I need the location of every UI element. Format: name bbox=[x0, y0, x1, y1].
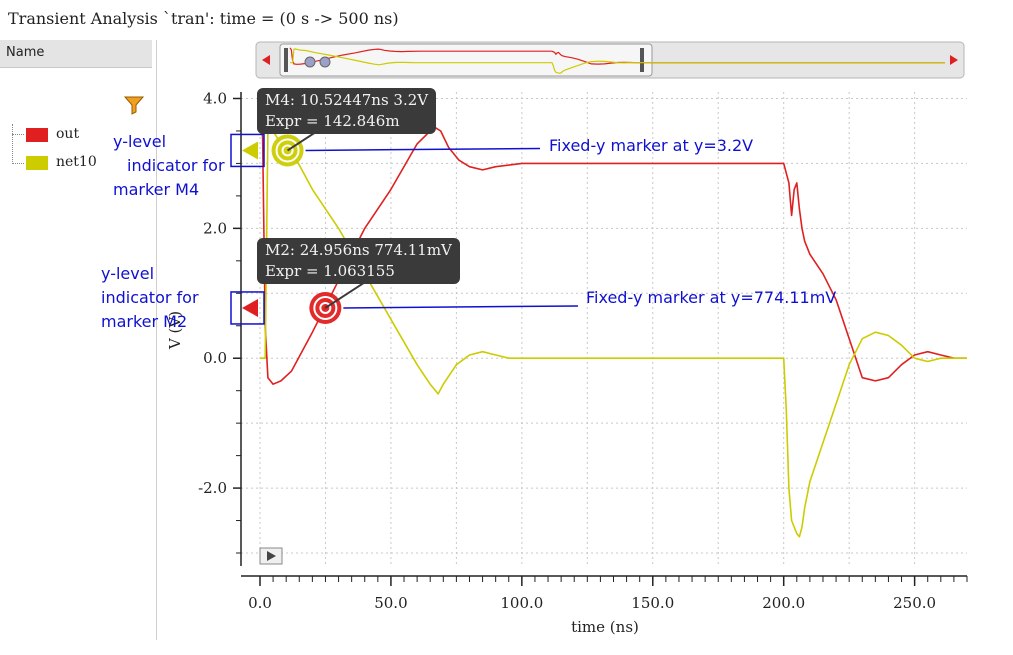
y-tick-label: 0.0 bbox=[203, 349, 227, 367]
marker-m2-tooltip[interactable]: M2: 24.956ns 774.11mV Expr = 1.063155 bbox=[257, 238, 460, 284]
series-line-out bbox=[259, 104, 967, 386]
marker-m4-expr: Expr = 142.846m bbox=[265, 112, 400, 130]
indicator-highlight-box bbox=[230, 133, 265, 168]
legend-tree-branch bbox=[12, 134, 24, 135]
overview-window[interactable] bbox=[279, 43, 653, 77]
annotation-indicator-m2-line1: y-level bbox=[101, 264, 155, 283]
overview-strip[interactable] bbox=[255, 41, 965, 79]
legend-tree-line bbox=[12, 124, 13, 164]
marker-m4-tooltip[interactable]: M4: 10.52447ns 3.2V Expr = 142.846m bbox=[257, 88, 437, 134]
x-tick-label: 0.0 bbox=[248, 594, 272, 612]
marker-m2-expr: Expr = 1.063155 bbox=[265, 262, 395, 280]
annotation-indicator-m4-line3: marker M4 bbox=[113, 180, 200, 199]
annotation-indicator-m4-line1: y-level bbox=[113, 132, 167, 151]
scroll-right-arrow-icon[interactable] bbox=[950, 55, 958, 65]
marker-target-ring bbox=[275, 138, 300, 163]
annotation-fixed-y-m2: Fixed-y marker at y=774.11mV bbox=[586, 288, 837, 307]
y-tick-label: 4.0 bbox=[203, 89, 227, 107]
overview-left-handle[interactable] bbox=[284, 48, 288, 72]
annotation-leader-line bbox=[343, 305, 579, 309]
marker-target-ring bbox=[313, 295, 338, 320]
legend-swatch-out bbox=[26, 128, 48, 142]
x-tick-label: 100.0 bbox=[500, 594, 543, 612]
legend-label-net10: net10 bbox=[56, 154, 97, 170]
y-tick-label: 2.0 bbox=[203, 219, 227, 237]
filter-icon[interactable] bbox=[122, 94, 146, 116]
overview-line-net10 bbox=[290, 48, 945, 74]
annotation-indicator-m2: y-level indicator for marker M2 bbox=[101, 262, 199, 334]
play-icon bbox=[267, 551, 276, 561]
overview-marker-icon bbox=[319, 56, 331, 68]
x-axis-label: time (ns) bbox=[571, 618, 639, 636]
annotation-indicator-m4-line2: indicator for bbox=[127, 156, 225, 175]
plot-area[interactable] bbox=[241, 92, 967, 576]
x-tick-label: 150.0 bbox=[631, 594, 674, 612]
sidebar-divider[interactable] bbox=[156, 40, 157, 640]
legend-tree-branch bbox=[12, 163, 24, 164]
marker-m2-readout: M2: 24.956ns 774.11mV bbox=[265, 241, 452, 259]
grid bbox=[241, 92, 967, 566]
annotation-fixed-y-m4: Fixed-y marker at y=3.2V bbox=[549, 136, 754, 155]
name-column-header[interactable]: Name bbox=[0, 40, 152, 68]
y-level-indicator-m2[interactable] bbox=[242, 298, 258, 317]
overview-marker-icon bbox=[304, 56, 316, 68]
legend-swatch-net10 bbox=[26, 156, 48, 170]
marker-m4-readout: M4: 10.52447ns 3.2V bbox=[265, 91, 429, 109]
window-title: Transient Analysis `tran': time = (0 s -… bbox=[8, 9, 399, 28]
y-axis-label: V (V) bbox=[166, 311, 184, 350]
marker-target-ring bbox=[319, 301, 332, 314]
axes bbox=[240, 92, 967, 577]
annotation-indicator-m2-line2: indicator for bbox=[101, 288, 199, 307]
annotation-leader-line bbox=[305, 147, 541, 152]
x-tick-label: 50.0 bbox=[374, 594, 407, 612]
y-ticks: -2.0 0.0 2.0 4.0 bbox=[198, 89, 241, 554]
annotation-indicator-m4: y-level indicator for marker M4 bbox=[111, 130, 225, 202]
x-tick-label: 250.0 bbox=[893, 594, 936, 612]
marker-target-ring bbox=[281, 144, 294, 157]
annotation-indicator-m2-line3: marker M2 bbox=[101, 312, 188, 331]
x-tick-label: 200.0 bbox=[762, 594, 805, 612]
x-ticks: 0.0 50.0 100.0 150.0 200.0 250.0 bbox=[248, 576, 968, 612]
y-tick-label: -2.0 bbox=[198, 479, 227, 497]
y-level-indicator-m4[interactable] bbox=[242, 141, 258, 160]
scroll-left-arrow-icon[interactable] bbox=[262, 55, 270, 65]
overview-right-handle[interactable] bbox=[640, 48, 644, 72]
indicator-highlight-box bbox=[230, 291, 265, 325]
legend-label-out: out bbox=[56, 126, 80, 142]
tooltip-pointer bbox=[324, 281, 366, 309]
